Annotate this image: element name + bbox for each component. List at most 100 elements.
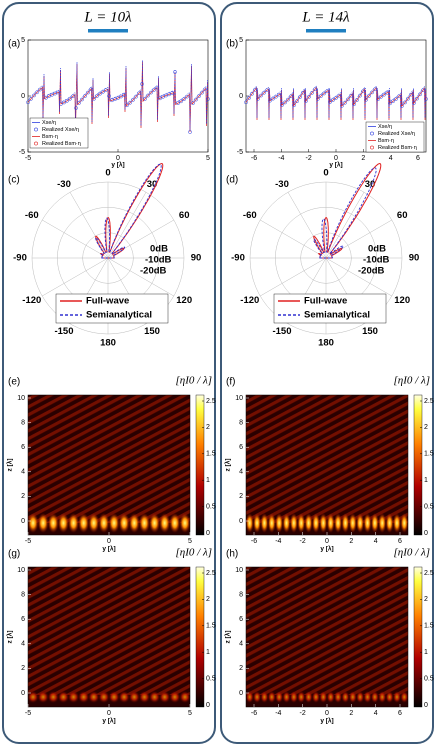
heatmap-stripes [28,395,190,523]
x-tick-label: 4 [374,710,378,717]
colorbar [195,394,205,536]
y-tick-label: 6 [21,444,25,451]
heatmap-blob [341,513,350,533]
legend-label: Full-wave [86,296,129,307]
marker [397,94,401,99]
marker [203,87,207,92]
x-tick-label: 5 [188,538,192,545]
pattern-curve [95,163,162,259]
heatmap-blob [118,691,130,703]
x-tick-label: 0 [325,538,329,545]
x-tick-label: 4 [374,538,378,545]
heatmap-blob [267,513,276,533]
heatmap-blob [128,691,140,703]
marker [316,96,320,101]
marker [194,97,198,102]
marker [71,94,75,99]
marker [289,94,293,99]
marker [140,82,144,86]
marker [185,94,189,99]
marker [406,96,410,101]
legend-box [365,121,425,153]
colorbar-tick-label: 1 [206,477,210,484]
marker [394,97,398,101]
colorbar-tick-label: 0.5 [206,503,216,510]
angle-label: 90 [409,253,420,264]
marker [35,90,39,95]
heatmap-blob [348,513,357,533]
colorbar-tick-label: 1.5 [424,623,434,630]
y-tick-label: 10 [235,395,243,402]
heatmap-blob [252,513,262,533]
marker [125,103,129,108]
marker [358,93,362,98]
marker [59,102,63,106]
legend-label: Bsm·η [42,134,58,140]
heatmap-blob [159,691,171,703]
x-tick-label: 6 [398,710,402,717]
radial-label: 0dB [368,244,386,255]
marker [152,88,156,92]
heatmap-blob [378,513,387,533]
polar-spoke [42,257,109,297]
polar-spoke [107,192,147,259]
x-tick-label: -4 [275,538,281,545]
marker [122,92,126,97]
legend-label: Realized Xse/η [42,127,79,133]
marker [268,98,272,103]
marker [29,96,33,101]
y-tick-label: -5 [237,149,243,156]
heatmap-blob [356,513,365,533]
marker [149,90,153,95]
y-axis-label: z [λ] [6,459,14,472]
heatmap-blob [148,691,161,703]
heatmap-blob [27,691,39,703]
legend-label: Semianalytical [86,310,152,321]
angle-label: 120 [394,295,410,306]
panel-label: (b) [226,39,238,50]
angle-label: -30 [275,179,289,190]
heatmap-blob [245,691,254,703]
x-tick-label: -6 [251,155,257,162]
angle-label: 180 [318,338,334,349]
polar-spoke [325,257,392,297]
polar-spoke [325,192,365,259]
title-underline [88,29,128,33]
colorbar-tick-label: 2.5 [424,570,434,577]
pattern-curve [313,167,377,259]
marker [391,99,395,104]
colorbar-tick-label: 1 [206,649,210,656]
radial-label: -10dB [145,255,172,266]
heatmap-blob [67,691,80,703]
marker [334,96,338,100]
heatmap-blob [392,513,402,533]
x-tick-label: -4 [275,710,281,717]
legend-box [273,293,387,324]
y-tick-label: 4 [21,469,25,476]
legend-label: Realized Bsm·η [42,141,81,147]
y-tick-label: 6 [239,444,243,451]
marker [98,91,102,96]
panel-label: (e) [8,377,20,388]
marker [295,99,299,104]
marker [307,94,311,99]
heatmap-blob [304,691,313,703]
heatmap-blob [47,691,59,703]
radial-label: 0dB [150,244,168,255]
marker [247,96,251,100]
marker [421,88,425,93]
legend-box [29,117,89,149]
marker [137,91,141,96]
marker [337,93,341,98]
y-tick-label: 2 [239,665,243,672]
marker [364,97,368,102]
heatmap-blob [98,691,110,703]
marker [352,102,356,107]
heatmap-blob [88,513,100,533]
colorbar [413,566,423,708]
marker [298,95,302,99]
marker [65,98,69,103]
marker [173,70,177,74]
marker [253,87,257,92]
marker [92,96,96,101]
